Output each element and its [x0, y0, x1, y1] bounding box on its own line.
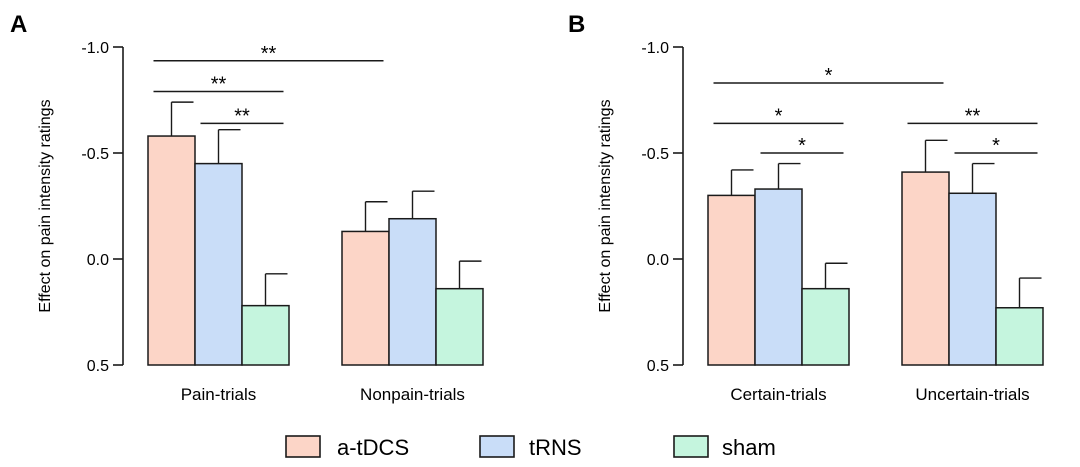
panel-B: B Effect on pain intensity ratings -1.0 -0.… [568, 11, 1044, 404]
y-tick-label: 0.5 [647, 358, 669, 375]
bar-tRNS [388, 217, 437, 366]
legend-swatch [285, 435, 321, 458]
bar-tRNS [948, 192, 997, 366]
legend-swatch [479, 435, 515, 458]
bar-sham [435, 287, 484, 366]
y-tick-label: -1.0 [641, 40, 669, 57]
bar-a-tDCS [901, 171, 950, 366]
legend-item-tRNS: tRNS [479, 435, 582, 460]
category-label: Certain-trials [730, 385, 826, 404]
legend-label: tRNS [529, 435, 582, 460]
significance-label: * [992, 135, 1000, 157]
legend-swatch [673, 435, 709, 458]
legend-item-sham: sham [673, 435, 776, 460]
y-tick-label: -0.5 [641, 146, 669, 163]
bar-sham [801, 287, 850, 366]
panel-letter: B [568, 11, 585, 38]
significance-label: * [825, 65, 833, 87]
legend: a-tDCS tRNS sham [285, 435, 776, 460]
significance-label: ** [234, 105, 250, 127]
bar-sham [995, 307, 1044, 366]
bar-a-tDCS [341, 230, 390, 366]
significance-label: ** [965, 105, 981, 127]
y-tick-label: 0.0 [647, 252, 669, 269]
panels: A Effect on pain intensity ratings -1.0 -0.… [10, 11, 1044, 404]
y-axis-label: Effect on pain intensity ratings [37, 99, 54, 312]
bar-tRNS [194, 162, 243, 366]
y-tick-label: -0.5 [81, 146, 109, 163]
bar-tRNS [754, 188, 803, 366]
legend-label: a-tDCS [337, 435, 409, 460]
panel-letter: A [10, 11, 27, 38]
y-axis-label: Effect on pain intensity ratings [597, 99, 614, 312]
y-tick-label: -1.0 [81, 40, 109, 57]
category-label: Nonpain-trials [360, 385, 465, 404]
legend-label: sham [722, 435, 776, 460]
y-tick-label: 0.0 [87, 252, 109, 269]
y-tick-label: 0.5 [87, 358, 109, 375]
category-label: Uncertain-trials [915, 385, 1029, 404]
significance-label: ** [261, 43, 277, 65]
panel-A: A Effect on pain intensity ratings -1.0 -0.… [10, 11, 484, 404]
significance-label: * [798, 135, 806, 157]
bar-a-tDCS [707, 194, 756, 366]
category-label: Pain-trials [181, 385, 257, 404]
significance-label: ** [211, 74, 227, 96]
legend-item-a-tDCS: a-tDCS [285, 435, 409, 460]
bar-a-tDCS [147, 135, 196, 366]
significance-label: * [775, 105, 783, 127]
bar-sham [241, 304, 290, 366]
